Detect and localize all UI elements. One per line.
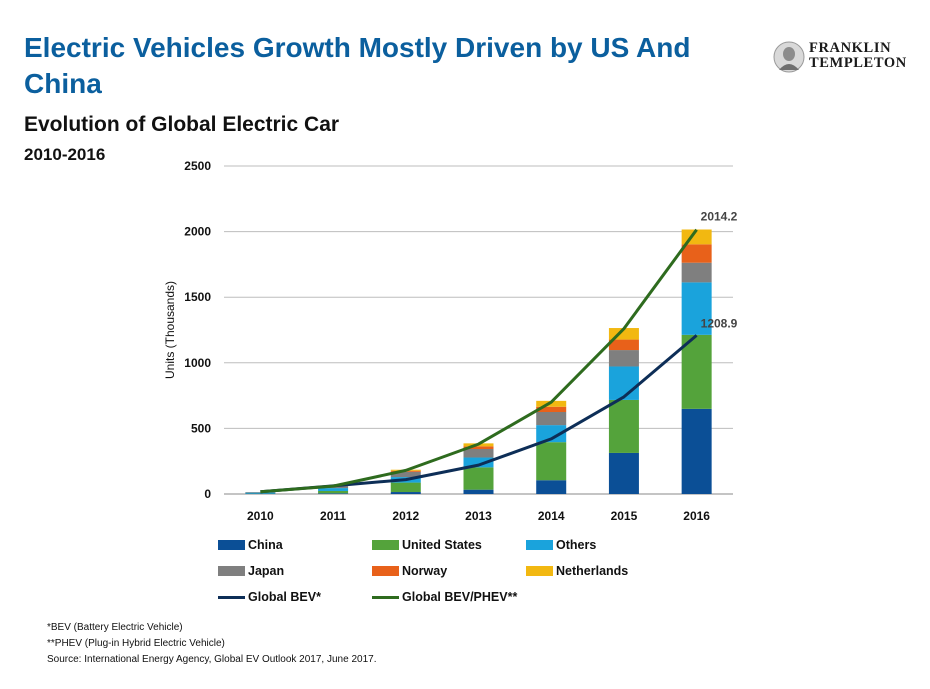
x-tick-label: 2010	[247, 509, 274, 523]
x-tick-label: 2015	[611, 509, 638, 523]
legend-item-china: China	[218, 536, 283, 554]
bar-segment-japan	[463, 448, 494, 458]
bar-segment-china	[608, 452, 639, 494]
x-tick-label: 2014	[538, 509, 565, 523]
chart-date-range: 2010-2016	[24, 145, 106, 164]
legend-label-global-bev-phev: Global BEV/PHEV**	[402, 590, 518, 604]
x-tick-label: 2016	[683, 509, 710, 523]
legend-swatch-norway	[372, 566, 399, 576]
y-tick-label: 1500	[184, 290, 211, 304]
bar-segment-others	[608, 366, 639, 400]
bar-segment-china	[463, 489, 494, 494]
legend-item-global-bev: Global BEV*	[218, 588, 321, 606]
legend-label-japan: Japan	[248, 564, 285, 578]
footnote-phev: **PHEV (Plug-in Hybrid Electric Vehicle)	[47, 638, 225, 649]
footnote-source: Source: International Energy Agency, Glo…	[47, 654, 377, 665]
bar-segment-others	[463, 457, 494, 468]
y-tick-label: 500	[191, 421, 211, 435]
legend-line-global-bev	[218, 595, 245, 599]
legend-item-japan: Japan	[218, 562, 284, 580]
bar-segment-netherlands	[608, 328, 639, 340]
bar-segment-united-states	[318, 490, 349, 494]
bar-segment-china	[390, 492, 421, 494]
footnotes: *BEV (Battery Electric Vehicle) **PHEV (…	[47, 620, 376, 668]
x-tick-label: 2013	[465, 509, 492, 523]
page-title: Electric Vehicles Growth Mostly Driven b…	[24, 32, 691, 99]
bar-segment-japan	[608, 350, 639, 367]
legend-label-china: China	[248, 538, 283, 552]
bar-segment-norway	[463, 446, 494, 449]
bar-segment-united-states	[536, 442, 567, 481]
legend-swatch-united-states	[372, 540, 399, 550]
legend-label-global-bev: Global BEV*	[248, 590, 321, 604]
x-tick-label: 2011	[320, 509, 346, 523]
bar-segment-united-states	[608, 399, 639, 453]
footnote-bev: *BEV (Battery Electric Vehicle)	[47, 622, 183, 633]
bar-segment-others	[245, 492, 276, 494]
bar-segment-norway	[681, 244, 712, 263]
chart-subtitle: Evolution of Global Electric Car	[24, 113, 340, 136]
bar-segment-others	[318, 488, 349, 491]
legend-label-united-states: United States	[402, 538, 482, 552]
legend-item-united-states: United States	[372, 536, 482, 554]
chart-legend: China United States Others Japan Norway …	[218, 536, 738, 612]
legend-item-others: Others	[526, 536, 596, 554]
legend-swatch-japan	[218, 566, 245, 576]
logo-wordmark: FRANKLIN TEMPLETON	[809, 41, 907, 71]
y-tick-label: 1000	[184, 356, 211, 370]
legend-swatch-others	[526, 540, 553, 550]
data-label-global-bev-phev: 2014.2	[701, 210, 738, 224]
legend-item-norway: Norway	[372, 562, 447, 580]
bar-segment-united-states	[463, 467, 494, 490]
bar-segment-united-states	[390, 482, 421, 493]
y-tick-label: 2000	[184, 225, 211, 239]
bar-segment-united-states	[681, 334, 712, 409]
bar-segment-norway	[608, 339, 639, 351]
bar-segment-china	[681, 408, 712, 494]
x-tick-label: 2012	[392, 509, 419, 523]
bar-segment-japan	[536, 412, 567, 426]
logo-line-2: TEMPLETON	[809, 55, 907, 71]
franklin-templeton-logo: FRANKLIN TEMPLETON	[772, 40, 922, 76]
bar-segment-china	[536, 480, 567, 494]
legend-label-norway: Norway	[402, 564, 448, 578]
line-global-bev-phev	[260, 228, 698, 494]
data-label-global-bev: 1208.9	[701, 316, 738, 330]
legend-item-netherlands: Netherlands	[526, 562, 628, 580]
bar-segment-japan	[390, 471, 421, 478]
bar-segment-others	[681, 282, 712, 335]
franklin-portrait-icon	[773, 41, 805, 73]
legend-swatch-netherlands	[526, 566, 553, 576]
y-axis-label: Units (Thousands)	[163, 281, 177, 379]
bar-segment-japan	[681, 262, 712, 283]
legend-swatch-china	[218, 540, 245, 550]
legend-label-others: Others	[556, 538, 597, 552]
legend-line-global-bev-phev	[372, 595, 399, 599]
legend-item-global-bev-phev: Global BEV/PHEV**	[372, 588, 517, 606]
bar-segment-china	[318, 493, 349, 494]
logo-line-1: FRANKLIN	[809, 40, 892, 56]
y-tick-label: 2500	[184, 159, 211, 173]
bar-segment-others	[536, 425, 567, 443]
legend-label-netherlands: Netherlands	[556, 564, 629, 578]
bar-segment-norway	[536, 406, 567, 412]
y-tick-label: 0	[204, 487, 211, 501]
